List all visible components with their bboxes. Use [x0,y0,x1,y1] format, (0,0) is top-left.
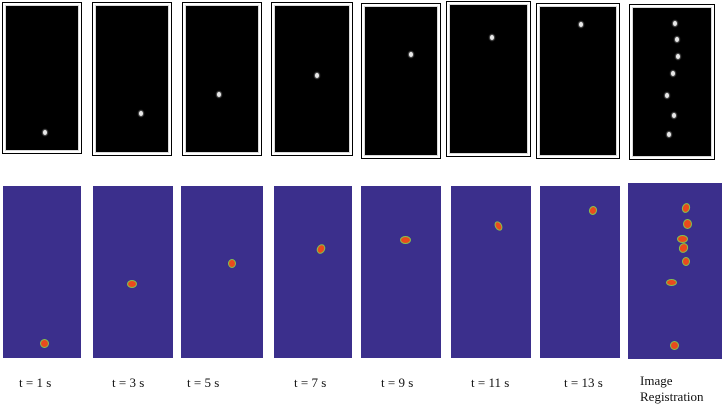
particle-spot [139,111,143,116]
particle-spot [217,92,221,97]
particle-blob [587,204,599,217]
particle-blob [680,201,692,215]
time-label-t13: t = 13 s [564,375,603,390]
segmented-frame-t3 [93,186,173,358]
particle-spot [673,21,677,26]
particle-blob [666,279,677,286]
particle-spot [675,37,679,42]
image-registration-label-line1: Image [640,373,673,388]
particle-spot [665,93,669,98]
time-label-t5: t = 5 s [187,375,220,390]
particle-blob [228,259,236,268]
particle-blob [683,219,692,229]
particle-blob [670,341,679,350]
segmented-frame-t5 [181,186,263,358]
particle-spot [672,113,676,118]
segmented-frame-registration [628,183,722,359]
image-registration-label: Image Registration [640,373,720,405]
binary-frame-t3 [93,3,171,155]
particle-spot [490,35,494,40]
particle-spot [409,52,413,57]
segmented-frame-t11 [451,186,531,358]
binary-frame-t1 [3,3,81,153]
segmented-frame-t7 [274,186,352,358]
particle-blob [127,280,137,288]
binary-frame-t9 [362,4,440,158]
segmented-frame-t9 [361,186,441,358]
time-label-t9: t = 9 s [381,375,414,390]
particle-blob [400,236,411,244]
segmented-frame-t1 [3,186,81,358]
particle-blob [677,241,690,255]
time-label-t3: t = 3 s [112,375,145,390]
image-registration-label-line2: Registration [640,389,704,404]
time-label-t1: t = 1 s [19,375,52,390]
particle-blob [682,257,690,266]
time-label-t11: t = 11 s [471,375,510,390]
segmented-frame-t13 [540,186,620,358]
particle-spot [676,54,680,59]
particle-spot [671,71,675,76]
particle-spot [43,130,47,135]
binary-frame-t5 [183,3,261,155]
time-label-t7: t = 7 s [294,375,327,390]
particle-spot [315,73,319,78]
particle-blob [492,219,505,233]
binary-frame-t11 [447,2,530,156]
binary-frame-registration [630,5,714,159]
particle-spot [579,22,583,27]
particle-blob [315,242,327,256]
binary-frame-t7 [272,3,352,155]
particle-blob [40,339,49,348]
particle-spot [667,132,671,137]
binary-frame-t13 [537,4,619,158]
